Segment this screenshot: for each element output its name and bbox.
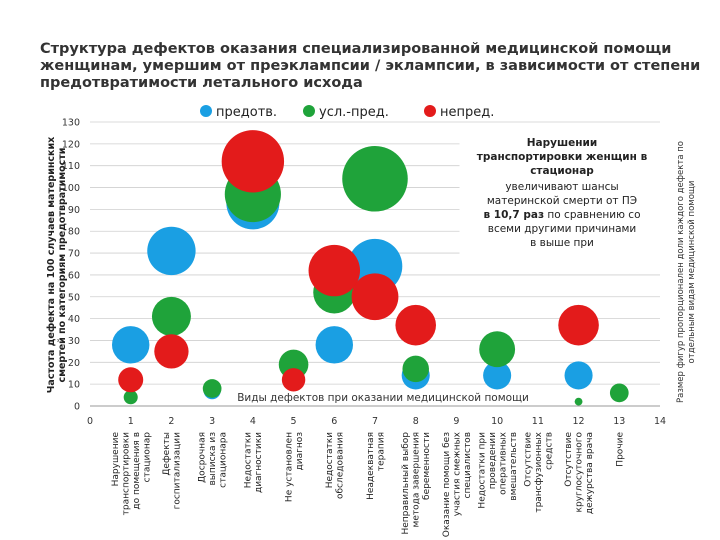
x-tick-11: 11: [532, 416, 544, 427]
y-tick-130: 130: [62, 118, 80, 129]
bubble-s1-x6: [315, 326, 354, 364]
legend-label-3: непред.: [440, 105, 494, 120]
bubble-s2-x3: [202, 379, 222, 398]
annotation-line-4: всеми другими причинами: [488, 223, 637, 235]
x-tick-5: 5: [291, 416, 297, 427]
category-label-5: Не установлендиагноз: [284, 432, 305, 502]
y-tick-20: 20: [68, 358, 80, 369]
annotation-heading-3: стационар: [530, 165, 594, 177]
right-axis-title-text: Размер фигур пропорционален доли каждого…: [676, 141, 697, 403]
y-axis-ticks: 0 10 20 30 40 50 60 70 80 90 100 110 120 130: [62, 118, 80, 413]
y-axis-title: Частота дефекта на 100 случаев материнск…: [46, 137, 68, 394]
bubble-s1-x2: [147, 226, 196, 276]
x-tick-8: 8: [413, 416, 419, 427]
bubble-s3-x6: [308, 244, 361, 297]
x-tick-2: 2: [168, 416, 174, 427]
category-label-4: Недостаткидиагностики: [244, 432, 265, 493]
right-axis-title: Размер фигур пропорционален доли каждого…: [676, 141, 697, 403]
annotation-line-5: в выше при: [530, 237, 594, 249]
bubble-s1-x10: [483, 361, 512, 390]
y-tick-40: 40: [68, 314, 80, 325]
bubble-s1-x1: [111, 326, 150, 364]
x-tick-3: 3: [209, 416, 215, 427]
title-line-3: предотвратимости летального исхода: [40, 75, 363, 91]
title-line-1: Структура дефектов оказания специализиро…: [40, 41, 671, 57]
x-axis-ticks: 0 1 2 3 4 5 6 7 8 9 10 11 12 13 14: [87, 416, 666, 427]
bubble-s2-x13: [609, 383, 629, 403]
bubble-s3-x8: [395, 304, 436, 346]
bubbles: [111, 130, 629, 406]
category-label-1: Нарушениетранспортировкидо помещения вст…: [111, 432, 153, 516]
category-label-8: Неправильный выборметода завершенияберем…: [401, 432, 432, 535]
annotation-box: Нарушении транспортировки женщин в стацион…: [459, 126, 664, 259]
bubble-s3-x5: [281, 368, 306, 392]
bubble-s3-x7: [351, 273, 399, 321]
y-tick-110: 110: [62, 161, 80, 172]
y-tick-30: 30: [68, 336, 80, 347]
annotation-bg: [459, 126, 664, 259]
bubble-s3-x2: [154, 334, 189, 369]
category-label-2: Дефектыгоспитализации: [162, 432, 183, 510]
inner-axis-title-text: Виды дефектов при оказании медицинской п…: [237, 392, 529, 404]
y-tick-10: 10: [68, 380, 80, 391]
bubble-s1-x12: [564, 361, 593, 390]
category-label-6: Недостаткиобследования: [325, 432, 346, 499]
category-label-9: Оказание помощи безучастия смежныхспециа…: [442, 431, 473, 537]
legend-label-2: усл.-пред.: [319, 105, 389, 120]
x-tick-1: 1: [128, 416, 134, 427]
category-labels: Нарушениетранспортировкидо помещения вст…: [111, 431, 625, 537]
y-tick-60: 60: [68, 270, 80, 281]
legend-label-1: предотв.: [216, 105, 277, 120]
legend-marker-2: [303, 105, 315, 117]
legend: предотв. усл.-пред. непред.: [200, 105, 494, 120]
title-line-2: женщинам, умершим от преэклампсии / экла…: [40, 58, 700, 74]
category-label-3: Досрочнаявыписка изстационара: [198, 432, 229, 488]
y-tick-0: 0: [74, 402, 80, 413]
category-label-13: Прочие: [615, 432, 625, 467]
x-tick-12: 12: [573, 416, 585, 427]
y-tick-70: 70: [68, 249, 80, 260]
bubble-s2-x1: [123, 390, 138, 405]
x-axis-inner-title: Виды дефектов при оказании медицинской п…: [237, 392, 529, 404]
x-tick-9: 9: [453, 416, 459, 427]
annotation-line-2: материнской смерти от ПЭ: [487, 195, 637, 207]
bubble-s2-x12: [574, 397, 583, 406]
category-label-11: Отсутствиетрансфузионныхсредств: [523, 431, 554, 512]
chart-title: Структура дефектов оказания специализиро…: [40, 41, 700, 91]
annotation-heading-2: транспортировки женщин в: [477, 151, 648, 163]
annotation-line-3: в 10,7 раз по сравнению со: [484, 209, 641, 221]
annotation-heading-1: Нарушении: [527, 137, 597, 149]
x-tick-14: 14: [654, 416, 666, 427]
bubble-s2-x7: [342, 146, 408, 212]
y-tick-120: 120: [62, 139, 80, 150]
y-tick-90: 90: [68, 205, 80, 216]
y-tick-80: 80: [68, 227, 80, 238]
bubble-s2-x8: [402, 355, 429, 383]
bubble-s2-x10: [479, 331, 516, 368]
x-tick-7: 7: [372, 416, 378, 427]
category-label-7: Неадекватнаятерапия: [366, 432, 387, 500]
y-axis-title-text: Частота дефекта на 100 случаев материнск…: [46, 137, 68, 394]
x-tick-10: 10: [491, 416, 503, 427]
legend-marker-3: [424, 105, 436, 117]
x-tick-0: 0: [87, 416, 93, 427]
x-tick-13: 13: [613, 416, 625, 427]
x-tick-6: 6: [331, 416, 337, 427]
y-tick-100: 100: [62, 183, 80, 194]
category-label-10: Недостатки припроведенииоперативныхвмеша…: [477, 431, 518, 508]
x-tick-4: 4: [250, 416, 256, 427]
bubble-s3-x12: [558, 304, 599, 346]
bubble-s2-x2: [151, 296, 191, 336]
y-tick-50: 50: [68, 292, 80, 303]
annotation-line-1: увеличивают шансы: [505, 181, 618, 193]
category-label-12: Отсутствиекруглосуточногодежурства врача: [564, 432, 595, 515]
bubble-s3-x4: [221, 130, 285, 193]
bubble-s3-x1: [118, 367, 144, 393]
legend-marker-1: [200, 105, 212, 117]
